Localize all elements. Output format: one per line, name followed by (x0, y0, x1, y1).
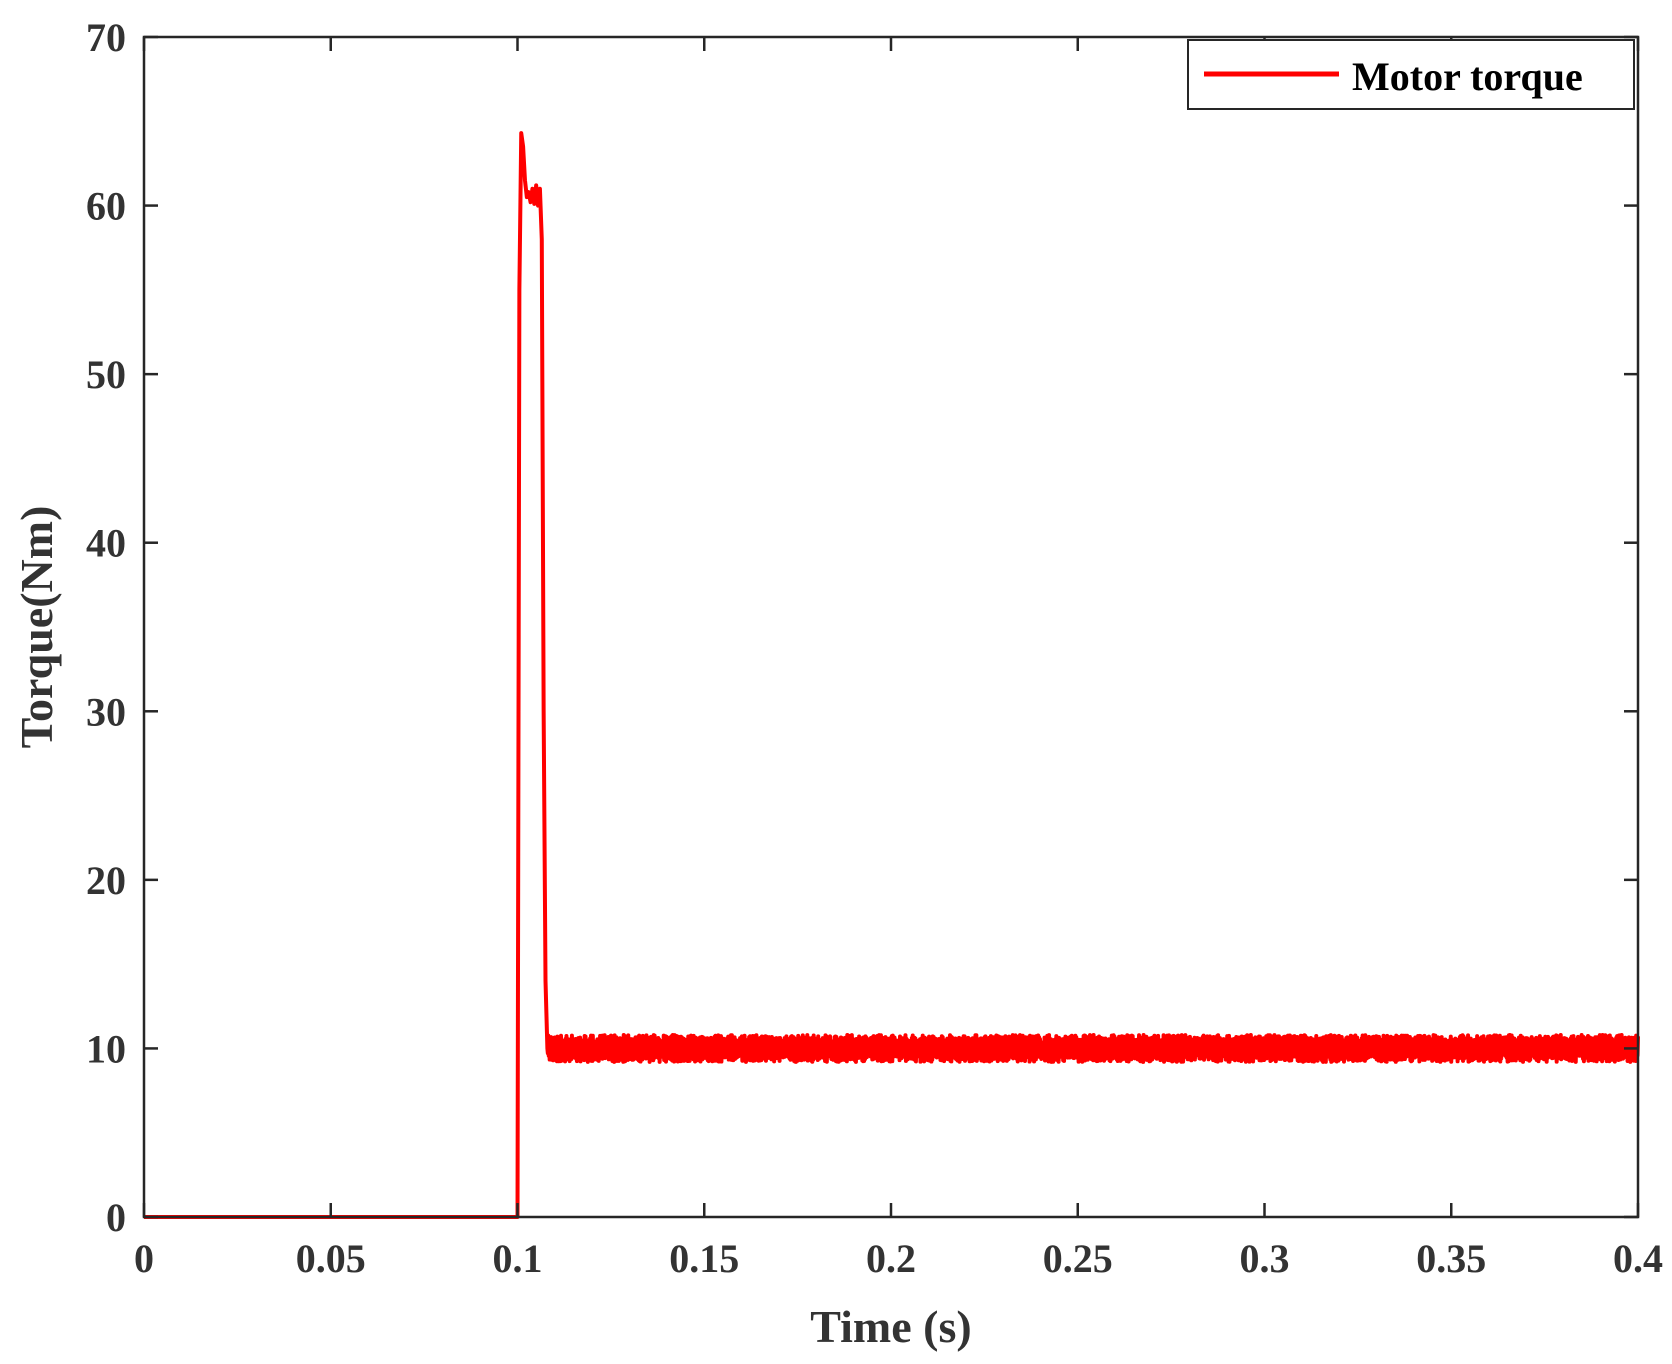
x-tick-label: 0.3 (1240, 1236, 1290, 1281)
series-layer (144, 131, 1640, 1219)
legend-box (1187, 39, 1635, 110)
x-tick-label: 0.35 (1416, 1236, 1486, 1281)
y-axis-label: Torque(Nm) (11, 506, 62, 749)
x-axis-label: Time (s) (810, 1301, 971, 1352)
y-tick-label: 20 (86, 858, 126, 903)
y-tick-label: 70 (86, 15, 126, 60)
x-tick-label: 0.15 (669, 1236, 739, 1281)
y-tick-label: 40 (86, 521, 126, 566)
x-tick-label: 0.05 (296, 1236, 366, 1281)
y-tick-label: 60 (86, 184, 126, 229)
y-tick-label: 10 (86, 1026, 126, 1071)
x-tick-label: 0.4 (1613, 1236, 1663, 1281)
x-tick-label: 0.1 (493, 1236, 543, 1281)
ticks-layer: 0 0.05 0.1 0.15 0.2 0.25 0.3 0.35 0.4 0 10 20 30 40 50… (86, 15, 1663, 1281)
y-tick-label: 50 (86, 352, 126, 397)
legend-label-motor-torque: Motor torque (1352, 54, 1583, 99)
x-tick-label: 0.25 (1043, 1236, 1113, 1281)
series-line-motor-torque (144, 131, 1640, 1219)
legend: Motor torque (1187, 39, 1635, 110)
x-tick-label: 0 (134, 1236, 154, 1281)
y-tick-label: 0 (106, 1195, 126, 1240)
x-tick-label: 0.2 (866, 1236, 916, 1281)
y-tick-label: 30 (86, 689, 126, 734)
